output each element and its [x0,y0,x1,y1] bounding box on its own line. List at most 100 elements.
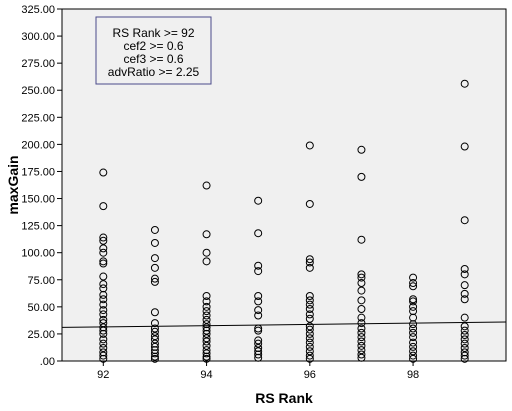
data-point [99,290,108,299]
data-point [202,323,211,332]
data-point [409,307,418,316]
data-point [305,338,314,347]
data-point [409,273,418,282]
data-point [305,292,314,301]
data-point [202,320,211,329]
y-tick-label: 100.00 [21,248,55,260]
y-tick-label: 300.00 [21,31,55,43]
data-point [99,329,108,338]
data-point [99,259,108,268]
data-point [202,326,211,335]
y-tick-label: 225.00 [21,112,55,124]
data-point [99,280,108,289]
data-point [409,279,418,288]
data-point [305,305,314,314]
data-point [150,349,159,358]
data-point [254,297,263,306]
data-point [305,334,314,343]
data-point [357,270,366,279]
x-tick-label: 92 [97,369,109,381]
data-point [460,339,469,348]
data-point [150,327,159,336]
data-point [150,308,159,317]
data-point [99,335,108,344]
data-point [409,282,418,291]
data-point [202,302,211,311]
data-point [305,300,314,309]
data-point [99,348,108,357]
data-point [99,272,108,281]
data-point [254,336,263,345]
data-point [99,306,108,315]
data-point [357,145,366,154]
y-tick-label: 75.00 [27,275,55,287]
y-axis: .00 25.00 50.00 75.00 100.00 125.00 150.00 175.… [21,4,62,368]
filter-annotation: RS Rank >= 92 cef2 >= 0.6 cef3 >= 0.6 ad… [95,16,212,85]
data-point [202,307,211,316]
annotation-line-2: cef2 >= 0.6 [123,39,183,53]
data-point [202,346,211,355]
data-point [409,297,418,306]
data-point [460,348,469,357]
y-tick-label: 325.00 [21,4,55,16]
data-point [99,354,108,363]
data-point [99,344,108,353]
data-point [99,248,108,257]
data-point [202,354,211,363]
data-point [460,281,469,290]
annotation-line-3: cef3 >= 0.6 [123,52,183,66]
data-point [150,339,159,348]
data-point [460,295,469,304]
data-point [409,342,418,351]
data-point [99,233,108,242]
data-point [460,270,469,279]
data-point [305,263,314,272]
data-point [202,297,211,306]
data-point [357,313,366,322]
y-tick-label: 275.00 [21,58,55,70]
data-point [254,267,263,276]
data-point [254,326,263,335]
data-points [99,79,469,363]
data-point [357,324,366,333]
fit-line [61,321,507,328]
data-point [99,315,108,324]
data-point [460,79,469,88]
data-point [254,292,263,301]
data-point [357,346,366,355]
data-point [357,286,366,295]
data-point [357,235,366,244]
data-point [305,314,314,323]
data-point [202,248,211,257]
data-point [99,236,108,245]
data-point [254,311,263,320]
y-axis-title: maxGain [5,155,21,214]
data-point [357,296,366,305]
data-point [460,264,469,273]
data-point [254,339,263,348]
data-point [99,284,108,293]
data-point [460,344,469,353]
data-point [99,168,108,177]
data-point [409,338,418,347]
data-point [99,257,108,266]
data-point [357,328,366,337]
data-point [357,353,366,362]
data-point [254,306,263,315]
data-point [409,320,418,329]
data-point [305,322,314,331]
data-point [202,341,211,350]
data-point [202,352,211,361]
data-point [409,313,418,322]
data-point [305,354,314,363]
data-point [99,295,108,304]
data-point [99,300,108,309]
data-point [460,331,469,340]
annotation-line-4: advRatio >= 2.25 [108,65,200,79]
data-point [99,202,108,211]
data-point [150,354,159,363]
data-point [305,342,314,351]
x-axis: 92 94 96 98 [97,361,419,381]
data-point [150,274,159,283]
data-point [357,305,366,314]
